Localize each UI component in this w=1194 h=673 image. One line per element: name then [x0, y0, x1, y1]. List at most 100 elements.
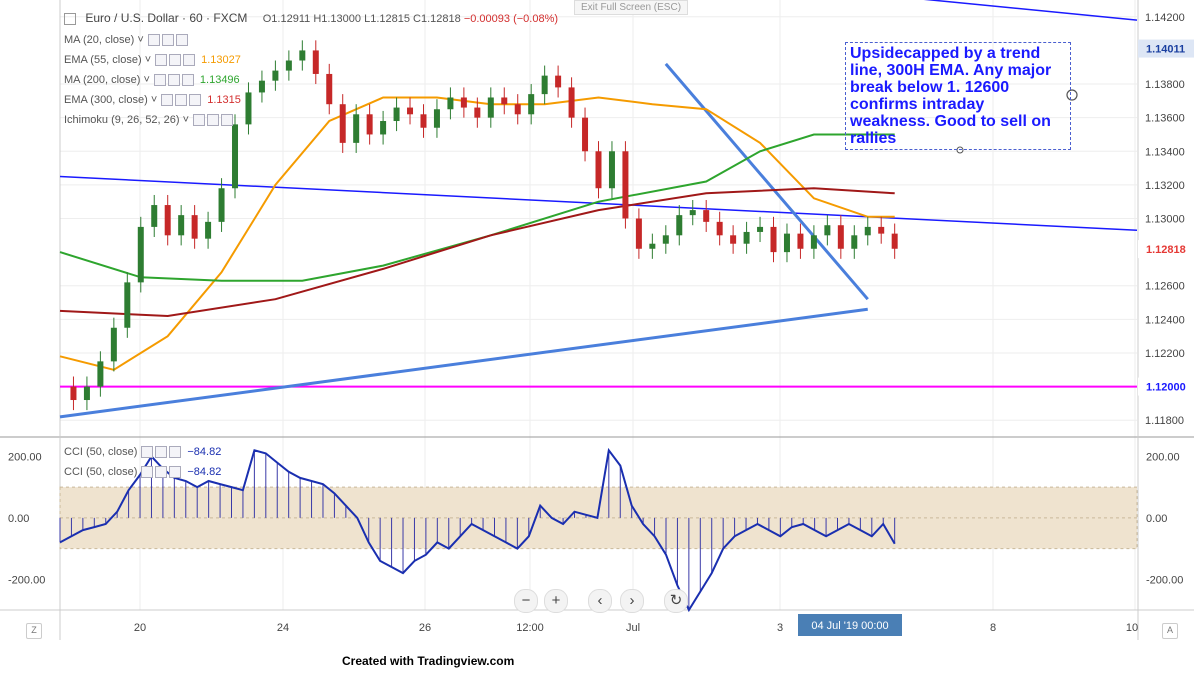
cci-option-icon[interactable]	[169, 466, 182, 479]
candle-body	[716, 221, 723, 236]
symbol-title[interactable]: Euro / U.S. Dollar · 60 · FXCM	[85, 11, 248, 25]
cci-option-icon[interactable]	[155, 446, 168, 459]
indicator-row[interactable]: MA (200, close) ˅ 1.13496	[64, 72, 240, 88]
price-tick-label: 1.12600	[1145, 281, 1185, 293]
candle-body	[528, 94, 535, 115]
indicator-option-icon[interactable]	[189, 94, 202, 107]
indicator-option-icon[interactable]	[207, 114, 220, 127]
indicator-buttons[interactable]	[155, 52, 197, 68]
candle-body	[595, 151, 602, 189]
trendline-2	[59, 307, 868, 419]
indicator-buttons[interactable]	[161, 92, 203, 108]
indicator-row[interactable]: EMA (55, close) ˅ 1.13027	[64, 52, 241, 68]
indicator-option-icon[interactable]	[221, 114, 234, 127]
candle-body	[730, 235, 737, 244]
candle-body	[582, 117, 589, 152]
indicator-option-icon[interactable]	[181, 74, 194, 87]
cci-option-icon[interactable]	[141, 446, 154, 459]
cci-tick-left: -200.00	[8, 574, 45, 586]
time-tick-label: 10	[1126, 622, 1138, 634]
ma-line-2	[59, 133, 895, 282]
zoom-in-button[interactable]: +	[544, 589, 568, 613]
cci-option-icon[interactable]	[141, 466, 154, 479]
candle-body	[649, 243, 656, 249]
collapse-icon[interactable]	[64, 12, 76, 25]
price-badge: 1.12000	[1146, 382, 1186, 394]
indicator-option-icon[interactable]	[147, 34, 160, 47]
cci-band	[59, 486, 1138, 550]
annotation-text[interactable]: Upsidecapped by a trend line, 300H EMA. …	[845, 42, 1071, 150]
zoom-out-button[interactable]: −	[514, 589, 538, 613]
candle-body	[743, 231, 750, 244]
candle-body	[851, 235, 858, 249]
candle-body	[232, 124, 239, 189]
symbol-legend: Euro / U.S. Dollar · 60 · FXCM O1.12911 …	[64, 10, 558, 26]
price-tick-label: 1.12200	[1145, 348, 1185, 360]
ohlc-open: O1.12911	[262, 13, 311, 25]
cci-tick-left: 200.00	[8, 451, 42, 463]
corner-z-button[interactable]: Z	[26, 623, 42, 639]
price-tick-label: 1.13000	[1145, 214, 1185, 226]
cci-buttons[interactable]	[141, 464, 183, 480]
candle-body	[541, 75, 548, 95]
price-tick-label: 1.13600	[1145, 113, 1185, 125]
indicator-option-icon[interactable]	[167, 74, 180, 87]
indicator-option-icon[interactable]	[153, 74, 166, 87]
ma-line-3	[59, 187, 895, 318]
indicator-row[interactable]: EMA (300, close) ˅ 1.1315	[64, 92, 241, 108]
scroll-back-button[interactable]: ‹	[588, 589, 612, 613]
price-badge: 1.14011	[1146, 44, 1185, 56]
annotation-handle	[1066, 89, 1078, 101]
cci-legend-row[interactable]: CCI (50, close) −84.82	[64, 444, 221, 460]
indicator-option-icon[interactable]	[161, 94, 174, 107]
indicator-buttons[interactable]	[193, 112, 235, 128]
indicator-option-icon[interactable]	[169, 54, 182, 67]
cci-option-icon[interactable]	[169, 446, 182, 459]
indicator-label[interactable]: EMA (55, close) ˅	[64, 54, 152, 66]
cci-tick-right: 200.00	[1146, 451, 1180, 463]
candle-body	[178, 215, 185, 236]
scroll-forward-button[interactable]: ›	[620, 589, 644, 613]
candle-body	[97, 361, 104, 387]
candle-body	[312, 50, 319, 74]
reset-chart-button[interactable]: ↻	[664, 589, 688, 613]
indicator-label[interactable]: Ichimoku (9, 26, 52, 26) ˅	[64, 114, 190, 126]
candle-body	[662, 235, 669, 244]
indicator-label[interactable]: MA (20, close) ˅	[64, 34, 144, 46]
time-tick-label: 26	[419, 622, 431, 634]
indicator-option-icon[interactable]	[193, 114, 206, 127]
indicator-buttons[interactable]	[153, 72, 196, 88]
cci-label[interactable]: CCI (50, close)	[64, 446, 138, 458]
indicator-option-icon[interactable]	[155, 54, 168, 67]
candles	[70, 40, 898, 411]
exit-fullscreen-button[interactable]: Exit Full Screen (ESC)	[574, 0, 689, 15]
indicator-option-icon[interactable]	[183, 54, 196, 67]
candle-body	[474, 107, 481, 118]
candle-body	[608, 151, 615, 189]
axes: 1.14200 1.13800 1.13600 1.13400 1.13200 1.130…	[8, 12, 1194, 636]
indicator-row[interactable]: MA (20, close) ˅	[64, 32, 190, 48]
indicator-option-icon[interactable]	[175, 34, 188, 47]
indicator-option-icon[interactable]	[161, 34, 174, 47]
cci-legend-row[interactable]: CCI (50, close) −84.82	[64, 464, 221, 480]
indicator-label[interactable]: MA (200, close) ˅	[64, 74, 150, 86]
indicator-row[interactable]: Ichimoku (9, 26, 52, 26) ˅	[64, 112, 235, 128]
time-tick-label: 3	[777, 622, 783, 634]
cci-label[interactable]: CCI (50, close)	[64, 466, 138, 478]
corner-a-button[interactable]: A	[1162, 623, 1178, 639]
price-tick-label: 1.14200	[1145, 12, 1185, 24]
indicator-buttons[interactable]	[147, 32, 190, 48]
candle-body	[487, 97, 494, 118]
candle-body	[460, 97, 467, 108]
indicator-option-icon[interactable]	[175, 94, 188, 107]
trendline-1	[923, 0, 1138, 21]
cci-buttons[interactable]	[141, 444, 183, 460]
indicator-label[interactable]: EMA (300, close) ˅	[64, 94, 158, 106]
cci-option-icon[interactable]	[155, 466, 168, 479]
ohlc-change: −0.00093 (−0.08%)	[463, 13, 559, 25]
candle-body	[433, 109, 440, 128]
candle-body	[407, 107, 414, 115]
time-badge: 04 Jul '19 00:00	[811, 620, 888, 632]
candle-body	[810, 235, 817, 249]
price-tick-label: 1.13200	[1145, 180, 1185, 192]
